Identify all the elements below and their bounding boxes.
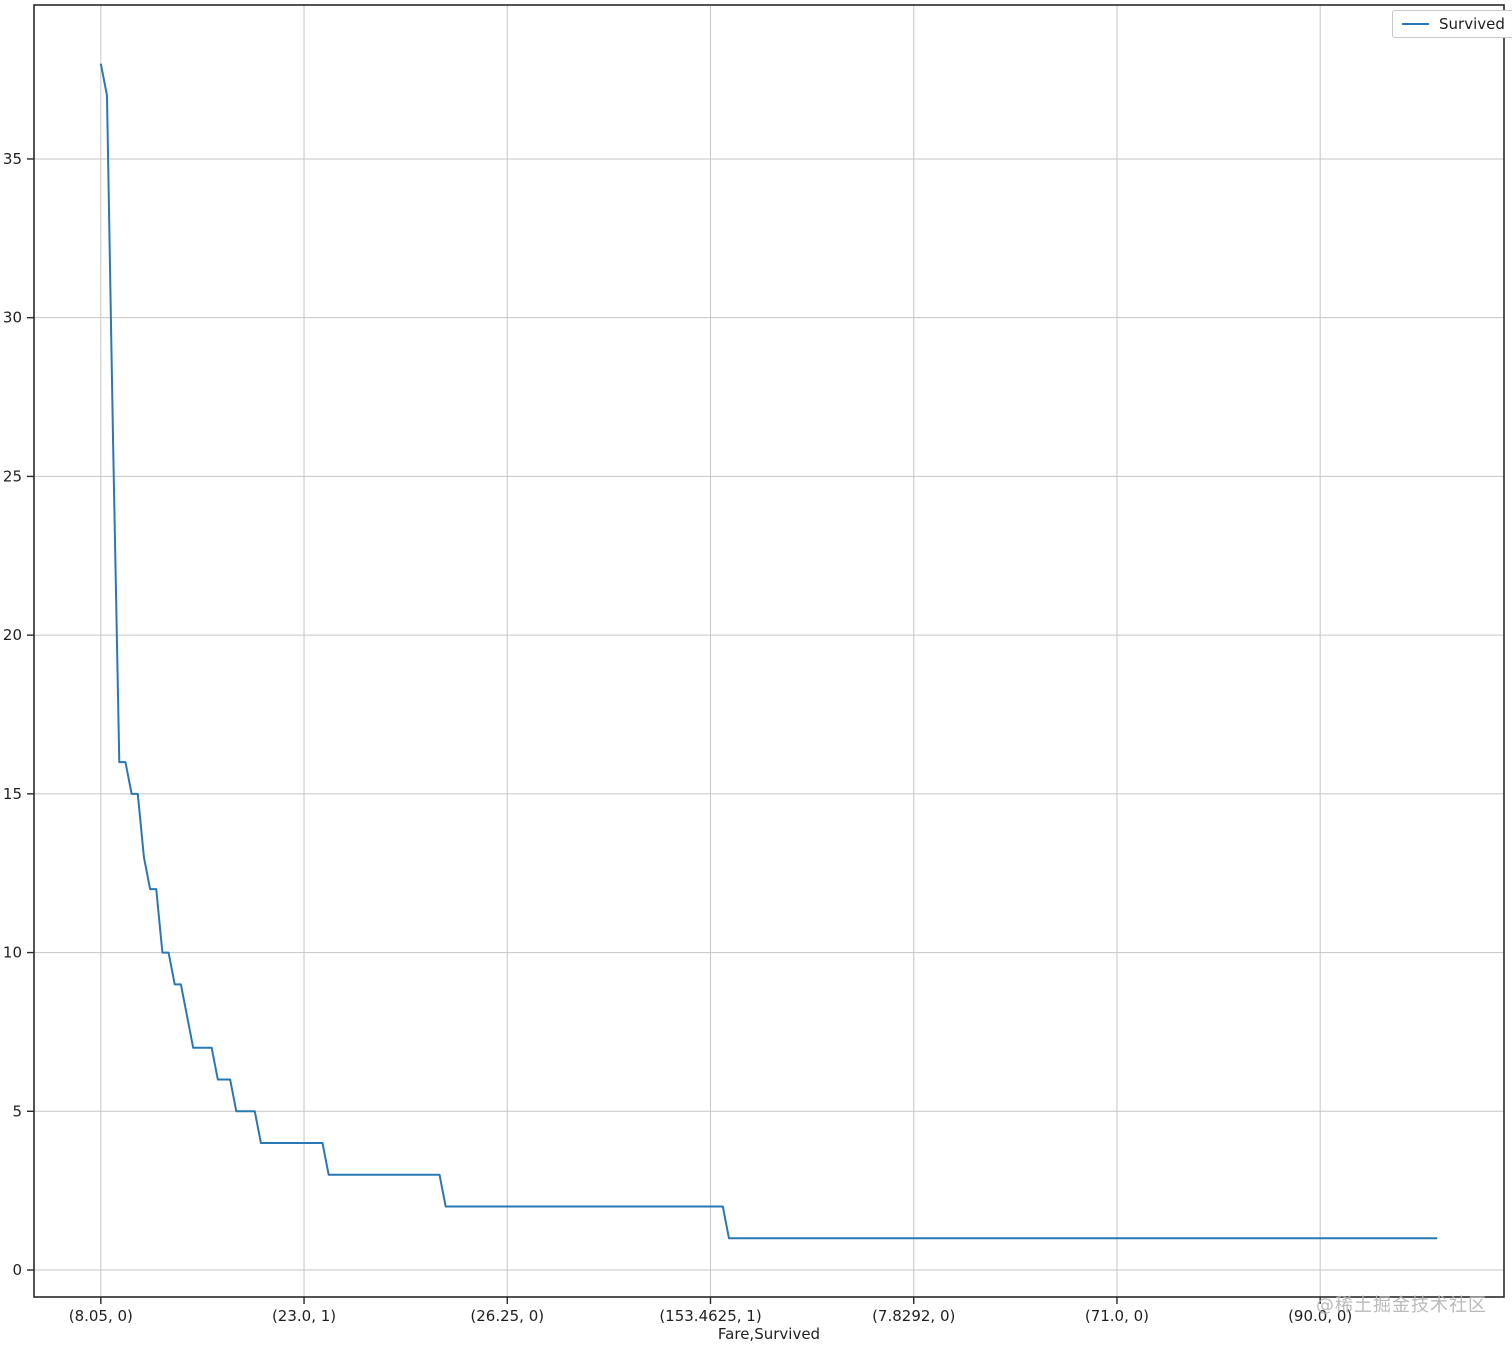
- legend-line-sample: [1402, 23, 1429, 25]
- legend-label: Survived: [1439, 15, 1505, 33]
- y-tick-label: 5: [12, 1102, 22, 1120]
- axes-border: [33, 4, 1505, 1298]
- y-tick-label: 15: [3, 785, 22, 803]
- legend: Survived: [1392, 10, 1512, 38]
- x-tick-label: (8.05, 0): [69, 1307, 133, 1325]
- x-tick-label: (71.0, 0): [1085, 1307, 1149, 1325]
- y-tick-label: 0: [12, 1261, 22, 1279]
- series-line: [99, 63, 1438, 1240]
- y-tick-label: 20: [3, 626, 22, 644]
- x-tick-label: (153.4625, 1): [659, 1307, 761, 1325]
- y-tick-label: 25: [3, 467, 22, 485]
- x-tick-label: (23.0, 1): [272, 1307, 336, 1325]
- x-tick-label: (7.8292, 0): [872, 1307, 955, 1325]
- x-tick-label: (90.0, 0): [1288, 1307, 1352, 1325]
- y-tick-label: 30: [3, 309, 22, 327]
- x-axis-label: Fare,Survived: [718, 1325, 820, 1343]
- y-tick-label: 35: [3, 150, 22, 168]
- y-tick-label: 10: [3, 944, 22, 962]
- x-tick-label: (26.25, 0): [470, 1307, 544, 1325]
